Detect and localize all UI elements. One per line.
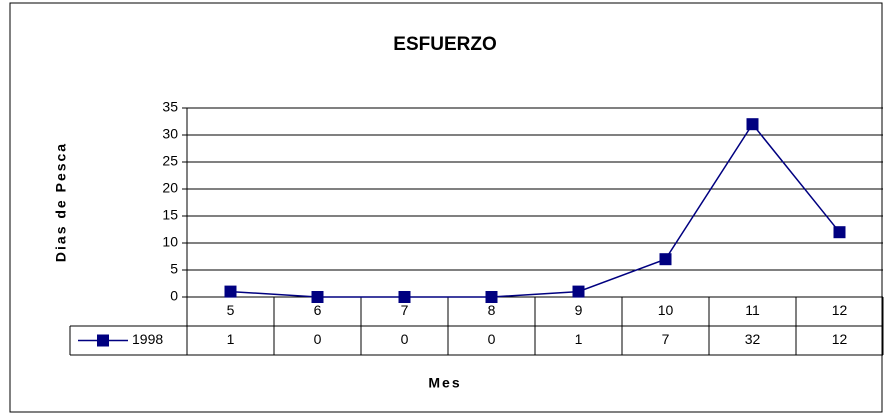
table-value: 1: [227, 331, 235, 347]
y-tick-label: 30: [162, 126, 178, 142]
x-axis-label: Mes: [428, 375, 461, 391]
y-tick-label: 25: [162, 153, 178, 169]
y-tick-label: 5: [170, 261, 178, 277]
x-tick-label: 8: [488, 302, 496, 318]
table-value: 7: [662, 331, 670, 347]
chart-border: [9, 2, 883, 413]
series-line: [230, 122, 841, 298]
legend-label: 1998: [132, 331, 163, 347]
y-tick-label: 15: [162, 207, 178, 223]
marker: [833, 226, 846, 239]
marker: [398, 291, 411, 303]
y-axis-label: Dias de Pesca: [53, 142, 69, 262]
table-value: 0: [488, 331, 496, 347]
y-tick-label: 0: [170, 288, 178, 304]
marker: [224, 285, 237, 298]
x-tick-label: 9: [575, 302, 583, 318]
y-tick-label: 35: [162, 99, 178, 115]
y-tick-label: 20: [162, 180, 178, 196]
chart-title: ESFUERZO: [393, 34, 496, 55]
marker: [311, 291, 324, 303]
table-value: 1: [575, 331, 583, 347]
legend-marker: [97, 334, 109, 347]
table-value: 32: [745, 331, 761, 347]
table-value: 0: [314, 331, 322, 347]
x-tick-label: 5: [227, 302, 235, 318]
table-value: 12: [832, 331, 848, 347]
table-value: 0: [401, 331, 409, 347]
x-tick-label: 10: [658, 302, 674, 318]
y-tick-label: 10: [162, 234, 178, 250]
x-tick-label: 6: [314, 302, 322, 318]
x-tick-label: 12: [832, 302, 848, 318]
x-tick-label: 11: [745, 302, 760, 318]
marker: [659, 253, 672, 266]
marker: [485, 291, 498, 303]
x-tick-label: 7: [401, 302, 409, 318]
marker: [572, 285, 585, 298]
marker: [746, 118, 759, 131]
